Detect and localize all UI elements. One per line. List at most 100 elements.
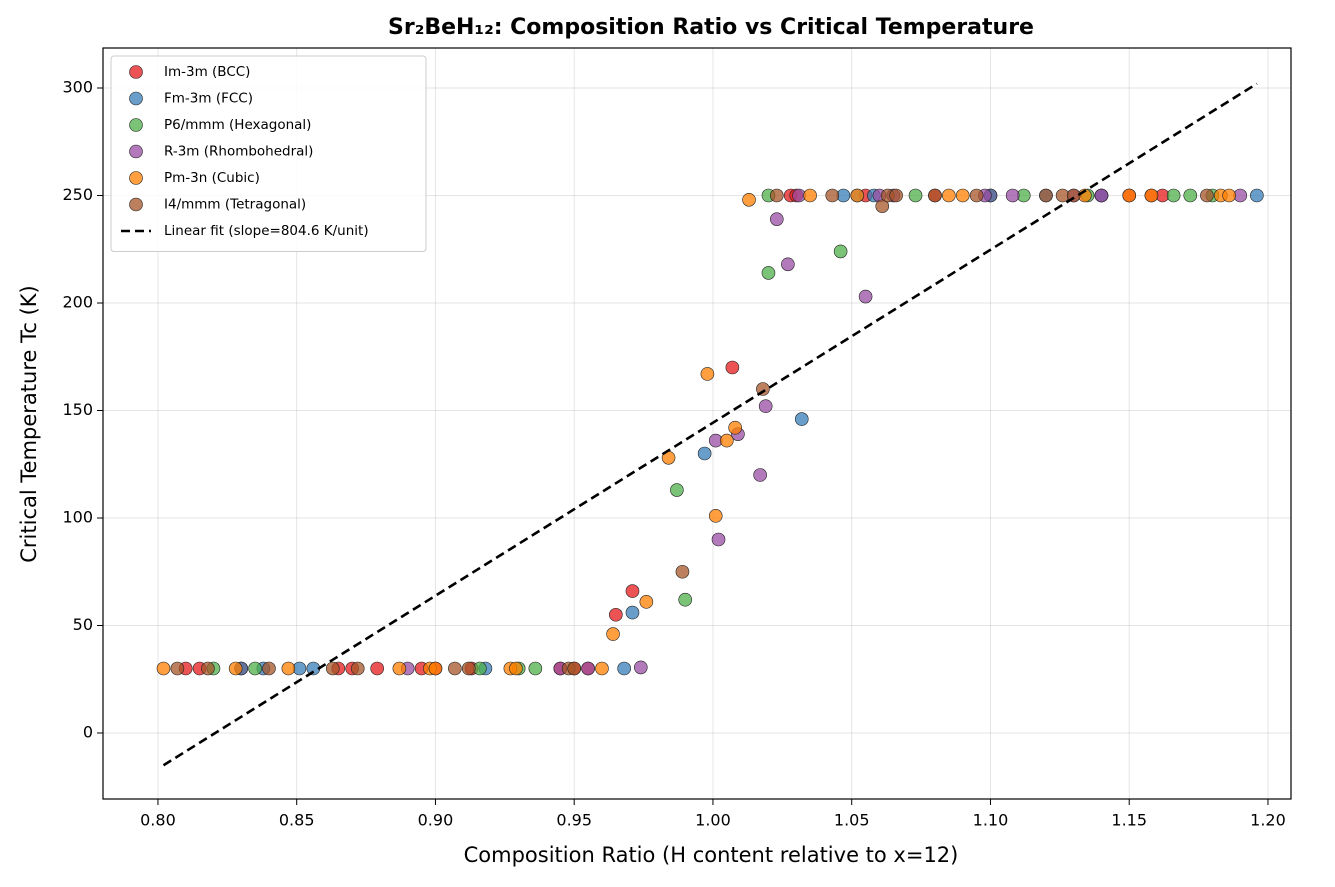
x-tick-label: 1.15 — [1111, 811, 1147, 830]
scatter-point — [678, 592, 693, 607]
scatter-point — [858, 289, 873, 304]
scatter-point — [769, 212, 784, 226]
scatter-point — [742, 192, 756, 207]
x-tick-label: 1.05 — [834, 811, 870, 830]
y-tick-label: 50 — [73, 615, 93, 634]
scatter-point — [248, 661, 262, 676]
scatter-point — [1200, 188, 1214, 203]
scatter-point — [350, 661, 365, 676]
scatter-point — [670, 483, 684, 497]
scatter-point — [700, 367, 715, 381]
scatter-point — [1039, 188, 1053, 203]
y-tick-label: 150 — [62, 400, 93, 419]
scatter-point — [942, 188, 956, 203]
scatter-point — [448, 661, 462, 676]
legend-marker — [129, 65, 143, 79]
scatter-point — [833, 244, 848, 259]
scatter-point — [758, 399, 773, 413]
scatter-point — [825, 188, 840, 203]
scatter-point — [761, 266, 776, 280]
scatter-point — [675, 564, 690, 579]
legend-marker — [129, 197, 143, 212]
scatter-point — [969, 188, 984, 203]
legend-label: Linear fit (slope=804.6 K/unit) — [164, 223, 369, 239]
legend: Im-3m (BCC) Fm-3m (FCC) P6/mmm (Hexagonal)… — [110, 55, 427, 252]
scatter-point — [509, 661, 523, 676]
scatter-point — [1005, 188, 1020, 203]
scatter-point — [728, 420, 742, 435]
legend-label: R-3m (Rhombohedral) — [164, 144, 313, 160]
scatter-point — [606, 627, 620, 641]
legend-label: I4/mmm (Tetragonal) — [164, 197, 306, 213]
y-tick-label: 200 — [62, 292, 93, 311]
y-tick-label: 250 — [62, 185, 93, 204]
scatter-point — [639, 595, 654, 609]
y-tick-label: 100 — [62, 507, 93, 526]
scatter-point — [170, 661, 185, 676]
legend-marker — [129, 144, 143, 159]
legend-label: P6/mmm (Hexagonal) — [164, 117, 311, 133]
scatter-point — [875, 199, 890, 214]
chart-title: Sr₂BeH₁₂: Composition Ratio vs Critical … — [388, 15, 1034, 40]
scatter-point — [803, 188, 817, 203]
scatter-point — [201, 661, 215, 676]
scatter-point — [281, 661, 296, 676]
scatter-point — [889, 188, 903, 203]
y-tick-label: 0 — [83, 722, 93, 741]
scatter-point — [711, 532, 726, 547]
scatter-point — [955, 188, 970, 203]
scatter-point — [708, 509, 723, 523]
scatter-point — [928, 188, 942, 203]
scatter-point — [1222, 188, 1236, 203]
legend-marker — [129, 118, 143, 132]
scatter-point — [1250, 188, 1264, 203]
scatter-point — [1094, 188, 1109, 203]
legend-marker — [129, 91, 143, 106]
scatter-point — [625, 584, 640, 598]
plot-frame — [102, 47, 1292, 800]
scatter-point — [1122, 188, 1137, 203]
scatter-point — [634, 660, 648, 675]
legend-marker — [129, 171, 143, 185]
scatter-point — [528, 661, 543, 676]
scatter-point — [1144, 188, 1159, 203]
scatter-point — [781, 257, 795, 272]
scatter-point — [753, 468, 767, 482]
legend-label: Im-3m (BCC) — [164, 64, 250, 80]
scatter-point — [581, 661, 595, 676]
x-tick-label: 1.00 — [695, 811, 731, 830]
scatter-point — [625, 605, 640, 620]
x-tick-label: 1.20 — [1250, 811, 1286, 830]
legend-label: Pm-3n (Cubic) — [164, 170, 260, 186]
scatter-point — [325, 661, 340, 676]
scatter-point — [392, 661, 407, 676]
x-axis-label: Composition Ratio (H content relative to… — [464, 843, 959, 867]
scatter-point — [769, 188, 784, 203]
x-tick-label: 0.95 — [556, 811, 592, 830]
scatter-point — [697, 446, 712, 461]
scatter-point — [370, 661, 384, 676]
scatter-point — [595, 661, 609, 676]
scatter-point — [262, 661, 276, 676]
scatter-point — [609, 607, 623, 622]
scatter-point — [1183, 188, 1198, 203]
x-tick-label: 0.90 — [418, 811, 454, 830]
scatter-point — [228, 661, 243, 676]
scatter-point — [908, 188, 923, 203]
y-tick-label: 300 — [62, 77, 93, 96]
scatter-point — [567, 661, 582, 676]
scatter-point — [156, 661, 171, 676]
scatter-point — [428, 661, 443, 676]
scatter-point — [850, 188, 865, 203]
x-tick-label: 0.80 — [140, 811, 176, 830]
scatter-point — [461, 661, 476, 676]
scatter-point — [1166, 188, 1181, 203]
legend-label: Fm-3m (FCC) — [164, 91, 253, 107]
scatter-point — [794, 412, 809, 426]
x-tick-label: 0.85 — [279, 811, 315, 830]
fit-line — [162, 82, 1258, 767]
scatter-point — [617, 661, 631, 676]
scatter-point — [720, 433, 734, 448]
x-tick-label: 1.10 — [973, 811, 1009, 830]
